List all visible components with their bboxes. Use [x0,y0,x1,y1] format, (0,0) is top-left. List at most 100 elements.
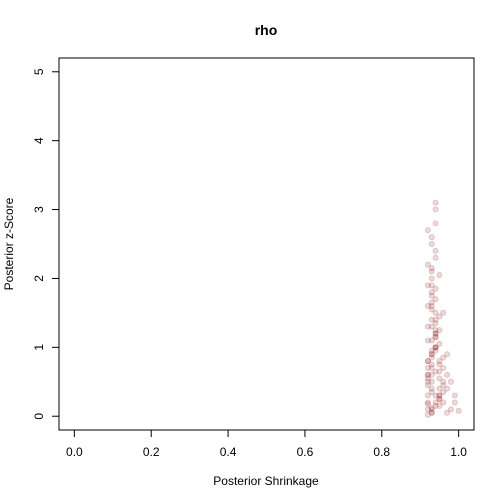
point [432,344,439,351]
point [428,364,435,371]
point [432,320,439,327]
point [432,206,439,213]
point [428,240,435,247]
x-axis-label: Posterior Shrinkage [213,474,319,488]
point [428,385,435,392]
point [428,306,435,313]
point [424,399,431,406]
point [428,409,435,416]
point [432,199,439,206]
point [428,404,435,411]
point [455,407,462,414]
point [436,313,443,320]
point [432,247,439,254]
point [428,316,435,323]
point [440,354,447,361]
point [428,406,435,413]
point [436,395,443,402]
point [432,309,439,316]
point [440,364,447,371]
y-tick-label: 5 [32,68,46,75]
point [432,220,439,227]
y-tick-label: 3 [32,206,46,213]
point [432,327,439,334]
point [424,371,431,378]
point [428,389,435,396]
plot-frame [58,57,475,431]
point [436,368,443,375]
point [440,399,447,406]
point [444,371,451,378]
point [451,399,458,406]
point [436,385,443,392]
point [451,392,458,399]
point [424,261,431,268]
point [428,275,435,282]
x-tick-label: 0.0 [66,445,83,459]
y-tick-label: 1 [32,344,46,351]
point [432,344,439,351]
point [428,289,435,296]
point [428,268,435,275]
point [424,282,431,289]
point [432,333,439,340]
point [432,402,439,409]
point [428,337,435,344]
point [436,402,443,409]
point [428,354,435,361]
point [424,400,431,407]
point [436,392,443,399]
point [432,347,439,354]
point [436,271,443,278]
point [424,337,431,344]
point [428,371,435,378]
chart-title: rho [255,22,278,38]
point [424,371,431,378]
point [444,385,451,392]
point [432,296,439,303]
point [432,399,439,406]
point [432,316,439,323]
y-axis-label: Posterior z-Score [2,197,16,290]
point [428,299,435,306]
point [424,364,431,371]
x-tick-label: 0.6 [297,445,314,459]
point [424,358,431,365]
point [424,392,431,399]
point [428,347,435,354]
point [440,389,447,396]
point [436,327,443,334]
point [428,378,435,385]
y-tick-label: 2 [32,275,46,282]
point [428,282,435,289]
point [428,265,435,272]
x-tick-label: 1.0 [450,445,467,459]
point [436,392,443,399]
point [424,302,431,309]
point [432,254,439,261]
point [440,382,447,389]
point [436,361,443,368]
point [428,302,435,309]
point [440,378,447,385]
point [424,378,431,385]
point [428,351,435,358]
point [432,330,439,337]
point [428,234,435,241]
point [436,340,443,347]
point [424,323,431,330]
point [424,382,431,389]
point [432,330,439,337]
point [428,361,435,368]
point [424,411,431,418]
x-tick-label: 0.2 [143,445,160,459]
point [424,375,431,382]
point [440,309,447,316]
point [428,351,435,358]
point [432,344,439,351]
point [436,395,443,402]
point [424,358,431,365]
point [428,292,435,299]
